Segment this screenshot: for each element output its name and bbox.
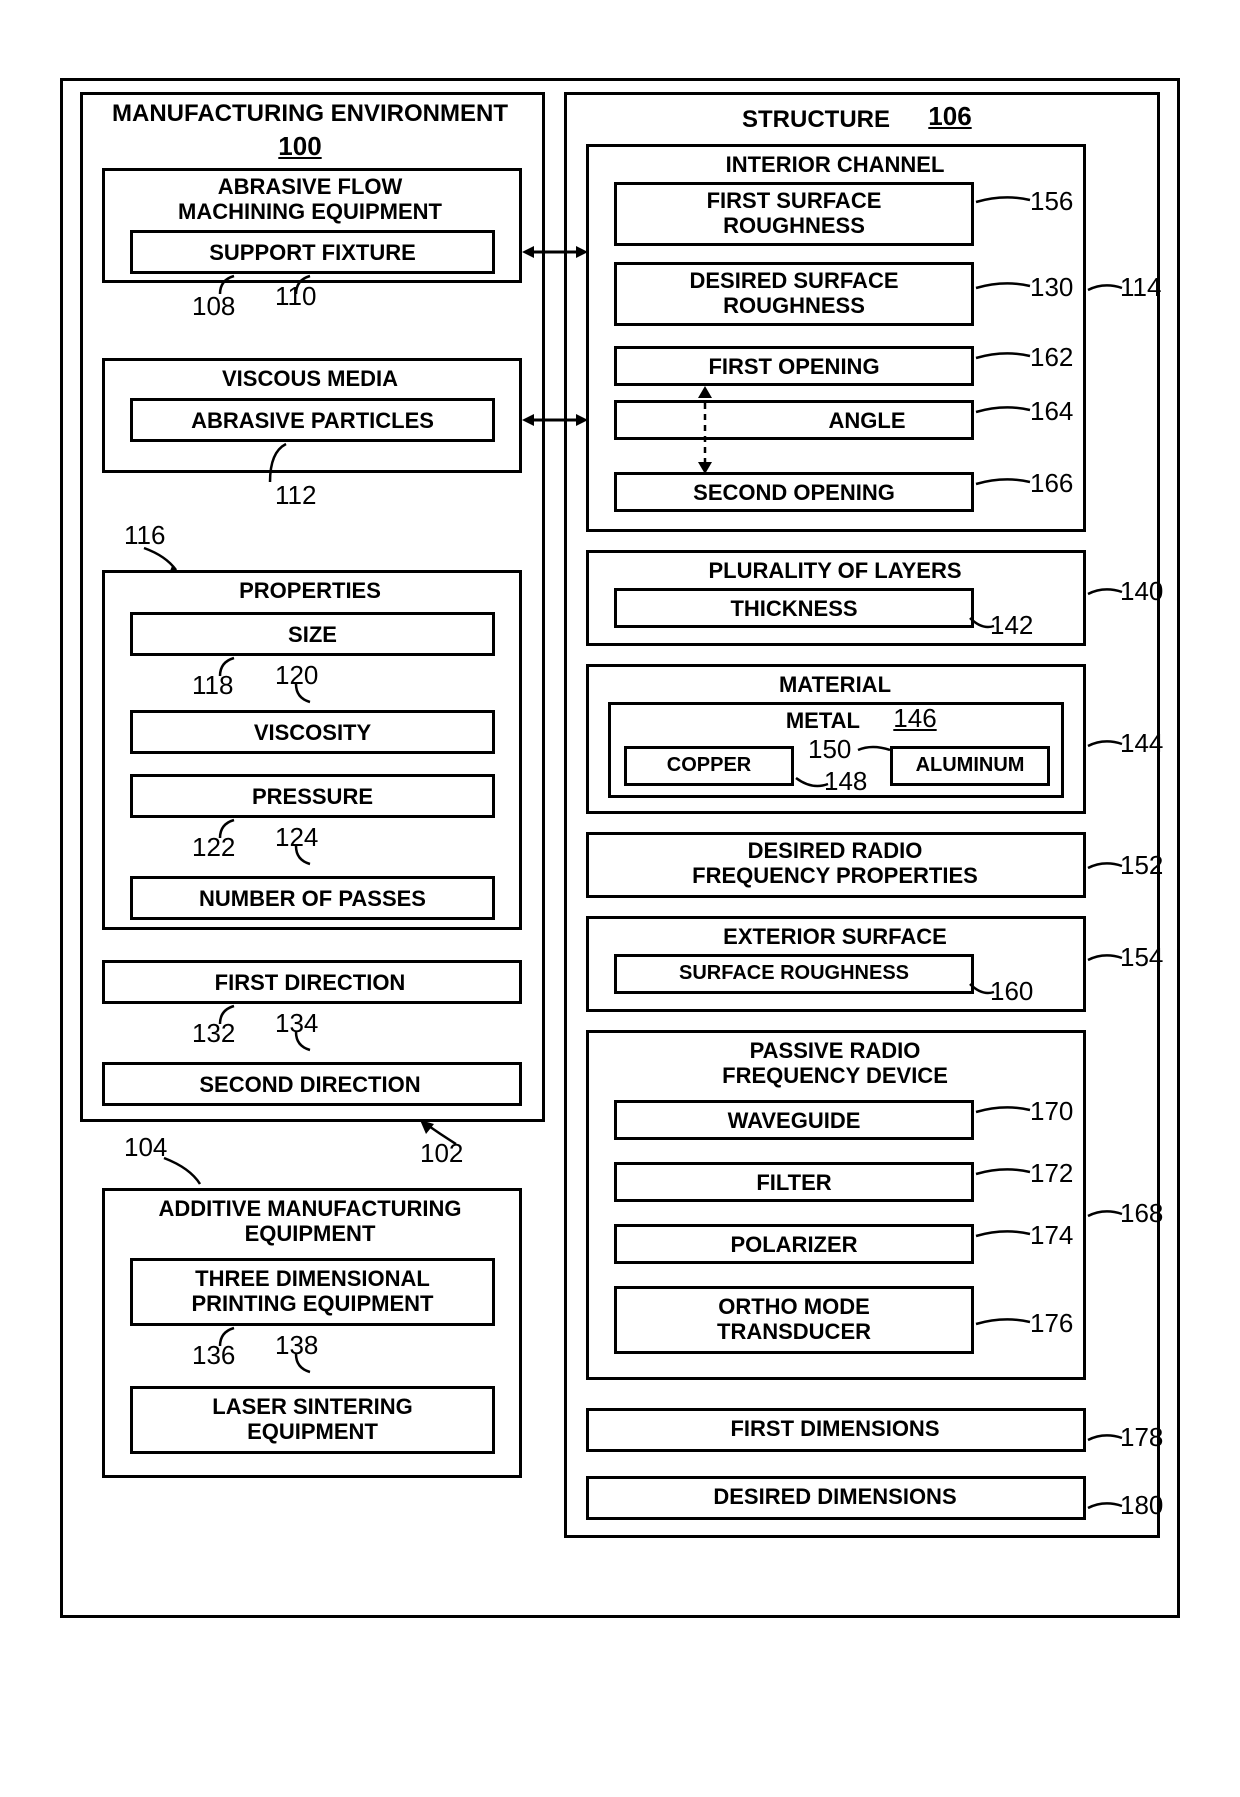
viscous-media-title: VISCOUS MEDIA — [110, 366, 510, 391]
support-fixture-title: SUPPORT FIXTURE — [130, 240, 495, 265]
ref-168: 168 — [1120, 1198, 1163, 1229]
ref-100: 100 — [270, 132, 330, 162]
leader-112 — [260, 442, 300, 482]
printing-equip-title: THREE DIMENSIONAL PRINTING EQUIPMENT — [130, 1266, 495, 1317]
ref-144: 144 — [1120, 728, 1163, 759]
viscosity-title: VISCOSITY — [130, 720, 495, 745]
leader-152 — [1086, 856, 1126, 880]
diagram-page: MANUFACTURING ENVIRONMENT 100 ABRASIVE F… — [60, 78, 1180, 1718]
leader-122 — [210, 818, 250, 842]
leader-110 — [290, 274, 330, 298]
leader-180 — [1086, 1496, 1126, 1520]
material-title: MATERIAL — [590, 672, 1080, 697]
ref-156: 156 — [1030, 186, 1073, 217]
connector-arrow-top — [522, 242, 588, 262]
leader-140 — [1086, 582, 1126, 606]
leader-162 — [974, 346, 1034, 370]
ref-174: 174 — [1030, 1220, 1073, 1251]
leader-104 — [160, 1144, 220, 1188]
ref-172: 172 — [1030, 1158, 1073, 1189]
ref-162: 162 — [1030, 342, 1073, 373]
abrasive-particles-title: ABRASIVE PARTICLES — [130, 408, 495, 433]
second-direction-title: SECOND DIRECTION — [110, 1072, 510, 1097]
leader-118 — [210, 656, 250, 680]
leader-136 — [210, 1326, 250, 1350]
leader-130 — [974, 276, 1034, 300]
connector-arrow-bottom — [522, 410, 588, 430]
leader-172 — [974, 1162, 1034, 1186]
desired-surface-title: DESIRED SURFACE ROUGHNESS — [614, 268, 974, 319]
leader-134 — [290, 1030, 330, 1054]
properties-title: PROPERTIES — [110, 578, 510, 603]
leader-150 — [856, 742, 892, 758]
first-opening-title: FIRST OPENING — [614, 354, 974, 379]
leader-124 — [290, 844, 330, 868]
ref-130: 130 — [1030, 272, 1073, 303]
ref-176: 176 — [1030, 1308, 1073, 1339]
ref-154: 154 — [1120, 942, 1163, 973]
leader-114 — [1086, 278, 1126, 302]
ref-114: 114 — [1120, 272, 1161, 303]
angle-arrow — [690, 386, 720, 474]
polarizer-title: POLARIZER — [614, 1232, 974, 1257]
copper-title: COPPER — [624, 754, 794, 777]
ref-178: 178 — [1120, 1422, 1163, 1453]
ref-180: 180 — [1120, 1490, 1163, 1521]
leader-164 — [974, 400, 1034, 424]
leader-168 — [1086, 1204, 1126, 1228]
manufacturing-env-title: MANUFACTURING ENVIRONMENT — [90, 100, 530, 128]
leader-132 — [210, 1004, 250, 1028]
ref-106: 106 — [920, 102, 980, 132]
first-dims-title: FIRST DIMENSIONS — [590, 1416, 1080, 1441]
leader-144 — [1086, 734, 1126, 758]
leader-154 — [1086, 948, 1126, 972]
waveguide-title: WAVEGUIDE — [614, 1108, 974, 1133]
leader-156 — [974, 190, 1034, 214]
ref-152: 152 — [1120, 850, 1163, 881]
size-title: SIZE — [130, 622, 495, 647]
exterior-surface-title: EXTERIOR SURFACE — [590, 924, 1080, 949]
radio-props-title: DESIRED RADIO FREQUENCY PROPERTIES — [590, 838, 1080, 889]
ref-150: 150 — [808, 734, 851, 765]
first-surface-title: FIRST SURFACE ROUGHNESS — [614, 188, 974, 239]
ref-112: 112 — [275, 480, 316, 511]
leader-120 — [290, 682, 330, 706]
surface-roughness-title: SURFACE ROUGHNESS — [614, 962, 974, 985]
leader-176 — [974, 1312, 1034, 1336]
leader-142 — [968, 616, 998, 636]
sintering-title: LASER SINTERING EQUIPMENT — [130, 1394, 495, 1445]
passive-device-title: PASSIVE RADIO FREQUENCY DEVICE — [590, 1038, 1080, 1089]
first-direction-title: FIRST DIRECTION — [110, 970, 510, 995]
passes-title: NUMBER OF PASSES — [130, 886, 495, 911]
additive-mfg-title: ADDITIVE MANUFACTURING EQUIPMENT — [110, 1196, 510, 1247]
aluminum-title: ALUMINUM — [890, 754, 1050, 777]
ref-166: 166 — [1030, 468, 1073, 499]
metal-title: METAL — [700, 708, 860, 733]
ref-148: 148 — [824, 766, 867, 797]
leader-138 — [290, 1352, 330, 1376]
leader-178 — [1086, 1428, 1126, 1452]
filter-title: FILTER — [614, 1170, 974, 1195]
ortho-title: ORTHO MODE TRANSDUCER — [614, 1294, 974, 1345]
desired-dims-title: DESIRED DIMENSIONS — [590, 1484, 1080, 1509]
ref-146: 146 — [890, 704, 940, 734]
afm-title: ABRASIVE FLOW MACHINING EQUIPMENT — [110, 174, 510, 225]
leader-160 — [968, 982, 998, 1002]
layers-title: PLURALITY OF LAYERS — [590, 558, 1080, 583]
leader-148 — [794, 774, 830, 792]
ref-170: 170 — [1030, 1096, 1073, 1127]
angle-title: ANGLE — [760, 408, 974, 433]
thickness-title: THICKNESS — [614, 596, 974, 621]
second-opening-title: SECOND OPENING — [614, 480, 974, 505]
ref-140: 140 — [1120, 576, 1163, 607]
leader-170 — [974, 1100, 1034, 1124]
interior-channel-title: INTERIOR CHANNEL — [590, 152, 1080, 177]
pressure-title: PRESSURE — [130, 784, 495, 809]
ref-164: 164 — [1030, 396, 1073, 427]
structure-title: STRUCTURE — [670, 106, 890, 134]
leader-166 — [974, 472, 1034, 496]
leader-174 — [974, 1224, 1034, 1248]
leader-108 — [210, 274, 250, 298]
leader-102 — [420, 1120, 480, 1150]
